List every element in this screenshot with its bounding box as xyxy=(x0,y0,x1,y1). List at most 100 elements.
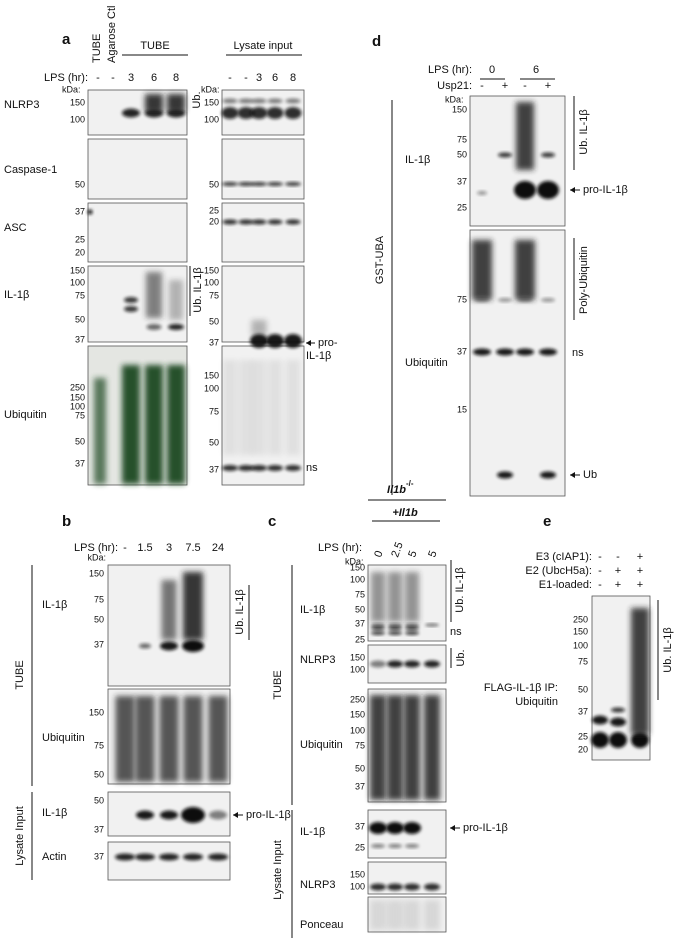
kda-marker: 150 xyxy=(70,392,85,402)
lane-label: 5 xyxy=(406,549,419,559)
kda-marker: 150 xyxy=(204,265,219,275)
lane-label: 8 xyxy=(290,72,296,84)
annotation: Poly-Ubiquitin xyxy=(578,246,590,314)
smear xyxy=(159,696,179,782)
band xyxy=(404,883,420,891)
lane-label: + xyxy=(615,579,621,591)
lane-label: 7.5 xyxy=(185,542,200,554)
kda-marker: 50 xyxy=(209,179,219,189)
row-label: Ubiquitin xyxy=(42,732,85,744)
smear xyxy=(115,696,135,782)
band xyxy=(267,219,283,225)
band xyxy=(238,465,254,471)
band xyxy=(387,883,403,891)
band xyxy=(251,182,267,186)
lane-label: - xyxy=(123,542,127,554)
smear xyxy=(404,695,420,800)
band xyxy=(370,660,386,668)
annotation: ns xyxy=(306,462,318,474)
band xyxy=(160,810,178,820)
band xyxy=(238,182,254,186)
band xyxy=(371,626,385,630)
smear xyxy=(515,240,535,300)
band xyxy=(237,107,255,119)
lane-label: + xyxy=(615,565,621,577)
band xyxy=(122,108,140,118)
band xyxy=(251,465,267,471)
kda-label: kDa: xyxy=(345,556,364,566)
kda-marker: 50 xyxy=(75,179,85,189)
arrow-head xyxy=(450,825,455,831)
lane-label: 6 xyxy=(151,72,157,84)
band xyxy=(388,844,402,848)
blot xyxy=(87,138,188,200)
row-label: Ubiquitin xyxy=(515,696,558,708)
row-label: ASC xyxy=(4,222,27,234)
annotation: Ub. IL-1β xyxy=(578,109,590,154)
row-label: IL-1β xyxy=(405,154,430,166)
kda-marker: 75 xyxy=(457,134,467,144)
band xyxy=(222,98,238,104)
annotation: Ub. xyxy=(191,91,203,108)
band xyxy=(386,822,404,834)
smear xyxy=(371,572,385,622)
kda-marker: 37 xyxy=(209,464,219,474)
band xyxy=(266,334,284,348)
band xyxy=(87,209,93,215)
band xyxy=(208,853,228,861)
lane-label: + xyxy=(502,80,508,92)
band xyxy=(425,623,439,627)
row-label: IL-1β xyxy=(42,599,67,611)
condition-label: LPS (hr): xyxy=(318,542,362,554)
band xyxy=(267,465,283,471)
kda-marker: 100 xyxy=(70,277,85,287)
band xyxy=(388,631,402,635)
band xyxy=(160,641,178,651)
kda-marker: 50 xyxy=(94,795,104,805)
column-header: TUBE xyxy=(140,40,169,52)
band xyxy=(541,298,555,302)
lane-label: - xyxy=(96,72,100,84)
kda-marker: 150 xyxy=(204,370,219,380)
kda-marker: 50 xyxy=(209,437,219,447)
kda-marker: 150 xyxy=(89,707,104,717)
kda-marker: 150 xyxy=(70,97,85,107)
band xyxy=(403,822,421,834)
band xyxy=(250,334,268,348)
smear xyxy=(167,94,185,112)
row-label: Ponceau xyxy=(300,919,343,931)
band xyxy=(404,660,420,668)
kda-marker: 150 xyxy=(573,626,588,636)
lane-label: 3 xyxy=(166,542,172,554)
smear xyxy=(161,580,177,640)
kda-marker: 37 xyxy=(578,706,588,716)
blot xyxy=(107,841,231,881)
kda-marker: 75 xyxy=(75,290,85,300)
kda-marker: 75 xyxy=(209,290,219,300)
condition-label: E1-loaded: xyxy=(539,579,592,591)
kda-marker: 37 xyxy=(355,618,365,628)
annotation: ns xyxy=(450,626,462,638)
row-label: NLRP3 xyxy=(300,879,335,891)
band xyxy=(498,152,512,158)
lane-label: - xyxy=(598,579,602,591)
band xyxy=(221,107,239,119)
kda-marker: 250 xyxy=(350,694,365,704)
panel-letter: c xyxy=(268,513,276,530)
arrow-head xyxy=(233,812,238,818)
smear xyxy=(122,365,140,484)
kda-marker: 100 xyxy=(350,574,365,584)
kda-marker: 75 xyxy=(578,656,588,666)
annotation: Ub xyxy=(583,469,597,481)
lane-label: 2.5 xyxy=(389,541,406,559)
smear xyxy=(94,378,106,484)
band xyxy=(371,623,385,627)
band xyxy=(251,98,267,104)
band xyxy=(592,715,608,725)
kda-marker: 20 xyxy=(209,216,219,226)
lane-label: 6 xyxy=(533,64,539,76)
row-label: NLRP3 xyxy=(300,654,335,666)
row-label: Ubiquitin xyxy=(4,409,47,421)
panel-letter: d xyxy=(372,33,381,50)
